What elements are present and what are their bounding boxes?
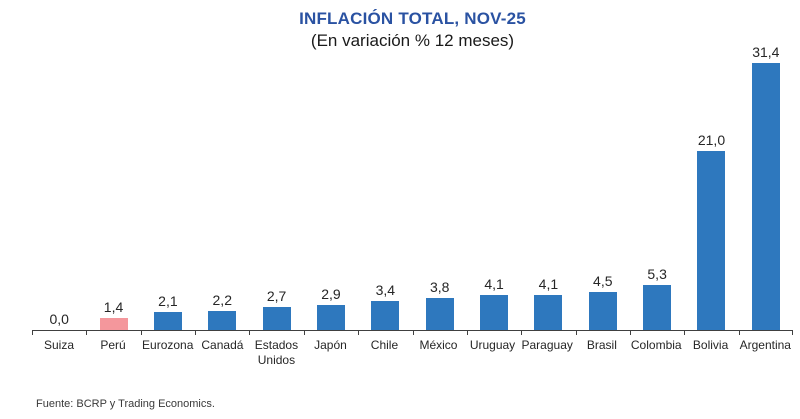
bar-brasil [588, 292, 617, 330]
axis-tick [575, 330, 577, 335]
bar-value-label-chile: 3,4 [375, 282, 396, 298]
axis-tick [412, 330, 414, 335]
bar-colombia [643, 285, 672, 330]
category-label-peru: Perú [100, 338, 126, 352]
axis-tick [303, 330, 305, 335]
category-label-eurozona: Eurozona [142, 338, 194, 352]
chart-title: INFLACIÓN TOTAL, NOV-25 [299, 9, 526, 28]
bar-paraguay [534, 295, 563, 330]
category-label-paraguay: Paraguay [521, 338, 573, 352]
bar-argentina [751, 63, 780, 330]
category-label-mexico: México [419, 338, 458, 352]
category-label-bolivia: Bolivia [692, 338, 729, 352]
bar-column-bolivia: 21,0 [684, 40, 738, 330]
bar-column-suiza: 0,0 [32, 40, 86, 330]
plot-area: 0,0 1,4 2,1 2,2 2,7 2,9 3,4 3,8 4,1 4,1 4,5 5,3 21,0… [32, 40, 793, 335]
bar-japon [316, 305, 345, 330]
bar-value-label-mexico: 3,8 [429, 279, 450, 295]
category-label-uruguay: Uruguay [469, 338, 516, 352]
category-label-japon: Japón [314, 338, 347, 352]
bar-column-estados-unidos: 2,7 [249, 40, 303, 330]
bar-mexico [425, 298, 454, 330]
axis-tick [358, 330, 360, 335]
bar-column-chile: 3,4 [358, 40, 412, 330]
bar-bolivia [697, 151, 726, 330]
chart-header: INFLACIÓN TOTAL, NOV-25 (En variación % … [32, 9, 793, 51]
bar-value-label-paraguay: 4,1 [538, 276, 559, 292]
axis-tick [32, 330, 33, 335]
bar-value-label-suiza: 0,0 [49, 311, 69, 327]
bar-column-argentina: 31,4 [739, 40, 793, 330]
axis-tick [684, 330, 686, 335]
chart-subtitle: (En variación % 12 meses) [310, 31, 515, 50]
bar-value-label-uruguay: 4,1 [484, 276, 504, 292]
bar-value-label-brasil: 4,5 [593, 273, 613, 289]
category-label-canada: Canadá [201, 338, 244, 352]
category-label-argentina: Argentina [739, 338, 791, 352]
bar-value-label-japon: 2,9 [321, 286, 341, 302]
axis-tick [195, 330, 197, 335]
bar-value-label-canada: 2,2 [212, 292, 232, 308]
bar-column-uruguay: 4,1 [467, 40, 521, 330]
axis-tick [521, 330, 523, 335]
bar-value-label-bolivia: 21,0 [697, 132, 726, 148]
bar-value-label-estados-unidos: 2,7 [266, 288, 287, 304]
category-label-chile: Chile [370, 338, 399, 352]
axis-tick [249, 330, 251, 335]
bar-chile [371, 301, 400, 330]
bar-column-canada: 2,2 [195, 40, 249, 330]
category-label-estados-unidos: Estados Unidos [254, 338, 299, 367]
bar-value-label-colombia: 5,3 [647, 266, 667, 282]
axis-tick [629, 330, 631, 335]
source-note: Fuente: BCRP y Trading Economics. [36, 398, 215, 410]
bar-peru [99, 318, 128, 330]
bar-canada [208, 311, 237, 330]
bar-column-colombia: 5,3 [630, 40, 684, 330]
bar-column-brasil: 4,5 [576, 40, 630, 330]
bar-value-label-peru: 1,4 [103, 299, 124, 315]
axis-tick [140, 330, 142, 335]
category-label-colombia: Colombia [630, 338, 682, 352]
bar-eurozona [153, 312, 182, 330]
bar-value-label-argentina: 31,4 [752, 44, 780, 60]
category-label-suiza: Suiza [43, 338, 75, 352]
axis-tick [86, 330, 88, 335]
bar-column-japon: 2,9 [304, 40, 358, 330]
bar-estados-unidos [262, 307, 291, 330]
category-label-brasil: Brasil [586, 338, 617, 352]
axis-tick [466, 330, 468, 335]
bar-column-paraguay: 4,1 [521, 40, 575, 330]
bar-column-peru: 1,4 [86, 40, 140, 330]
bar-column-eurozona: 2,1 [141, 40, 195, 330]
category-axis-labels: Suiza Perú Eurozona Canadá Estados Unidos Jap… [32, 338, 793, 368]
bar-value-label-eurozona: 2,1 [158, 293, 178, 309]
bar-column-mexico: 3,8 [413, 40, 467, 330]
axis-tick [738, 330, 740, 335]
bar-uruguay [480, 295, 509, 330]
axis-tick [792, 330, 793, 335]
